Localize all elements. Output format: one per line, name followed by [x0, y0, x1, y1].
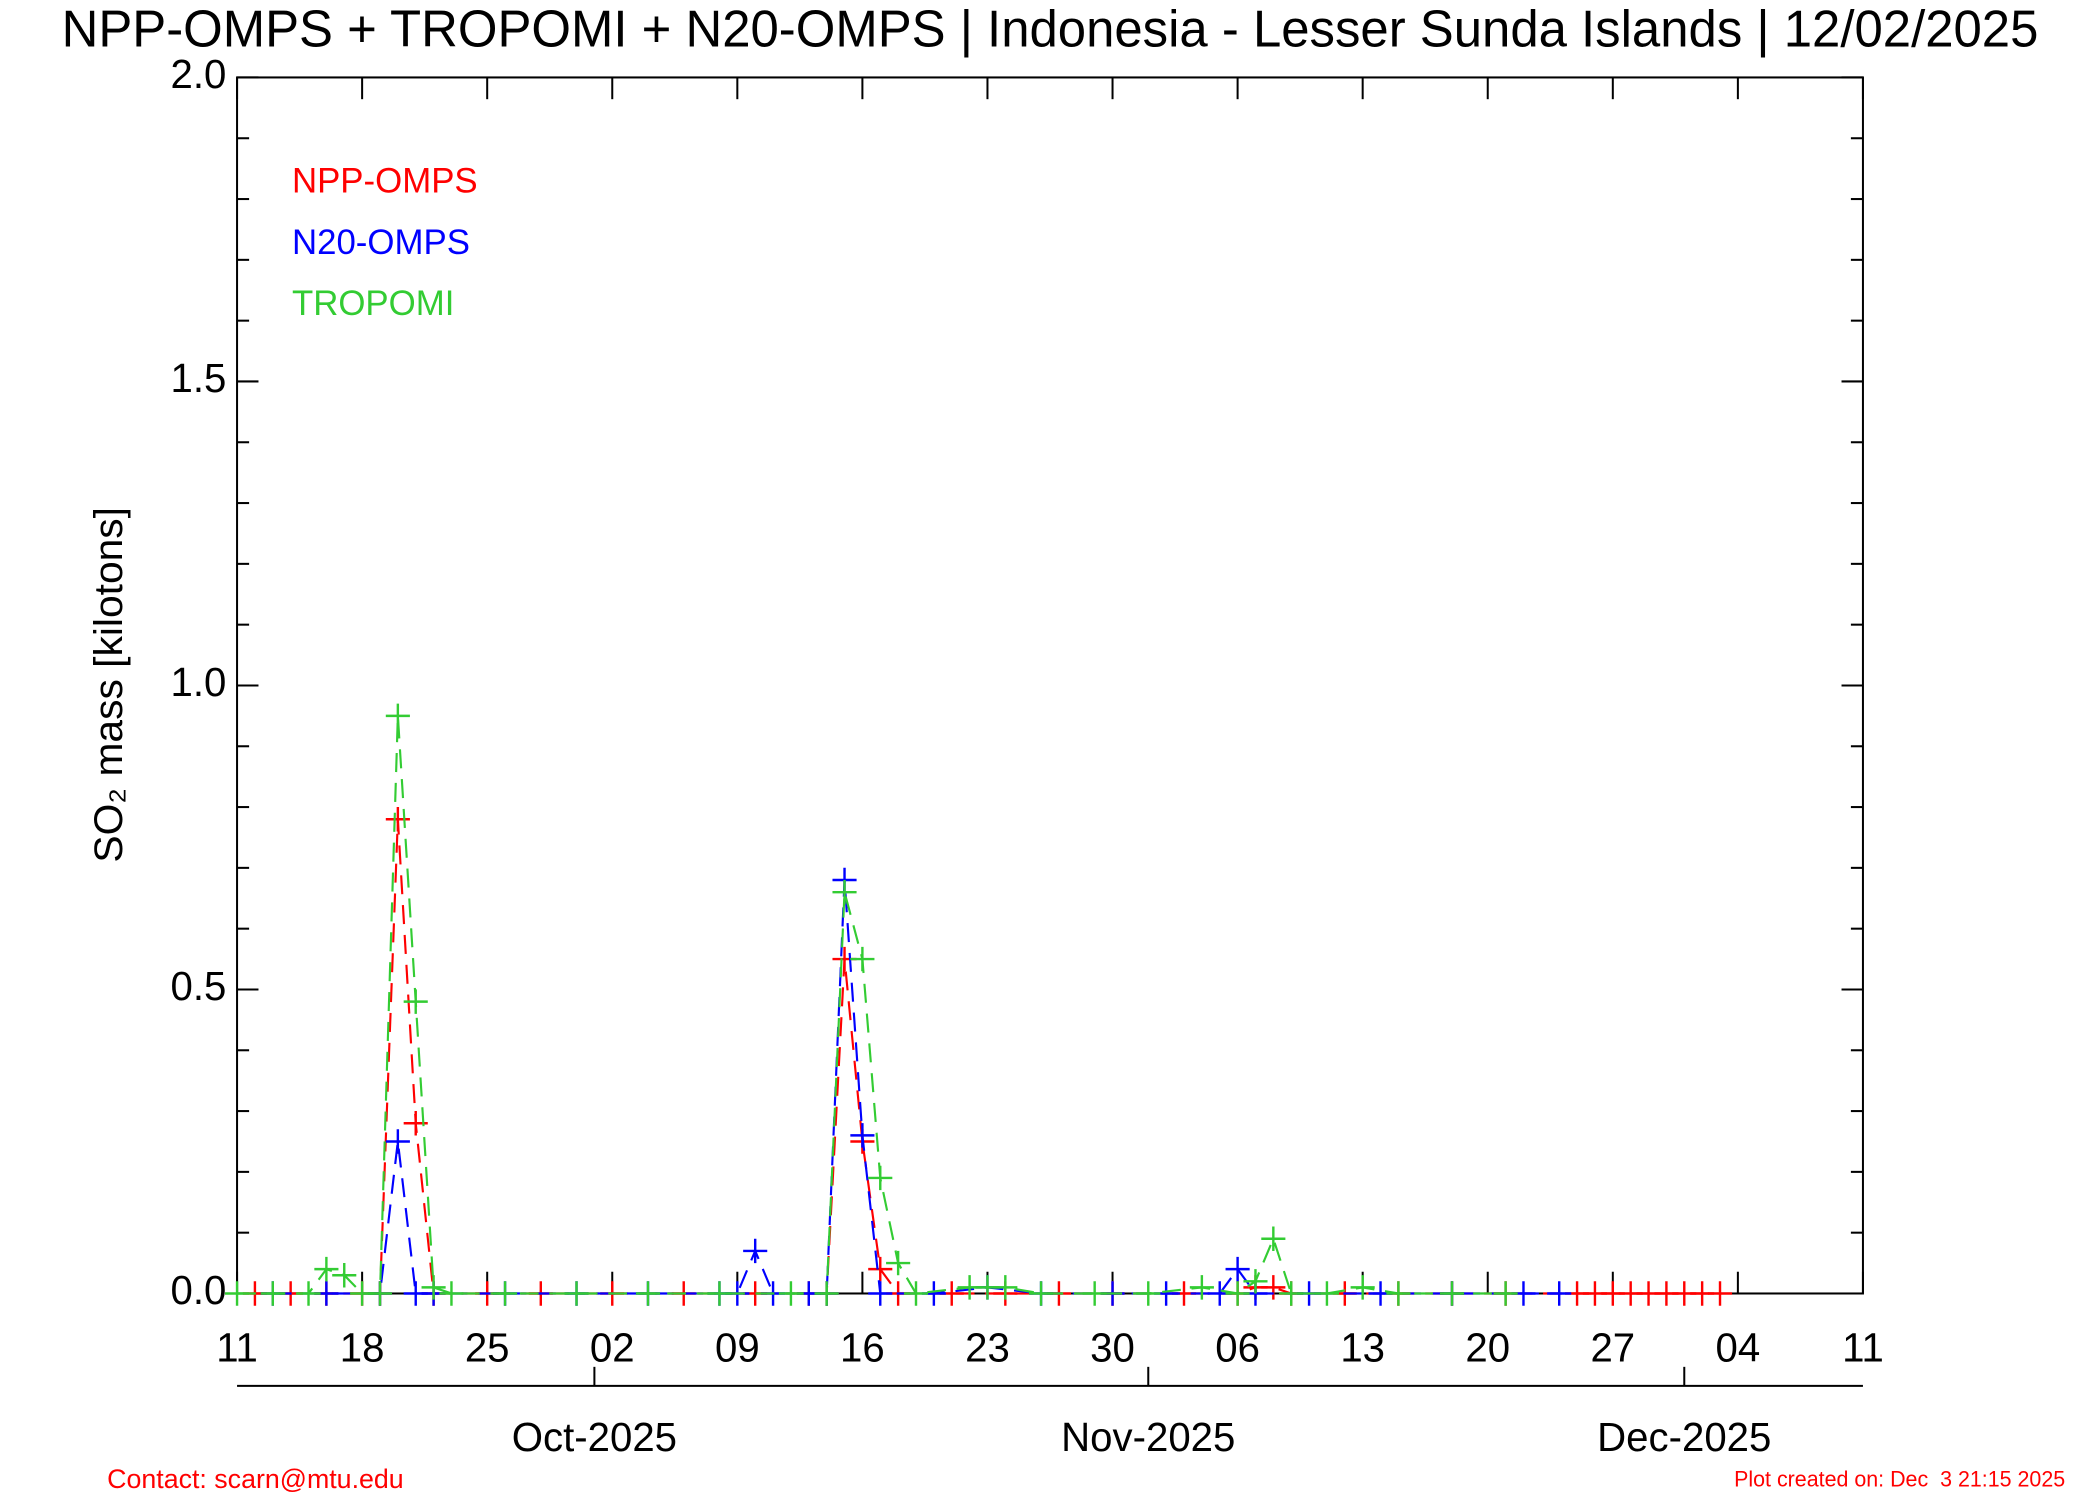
- month-label: Nov-2025: [1061, 1414, 1235, 1460]
- data-point: [707, 1281, 732, 1306]
- data-point: [868, 1256, 893, 1282]
- data-point: [385, 806, 410, 832]
- x-tick-label: 04: [1716, 1324, 1761, 1370]
- data-point: [439, 1281, 464, 1306]
- data-point: [421, 1275, 446, 1300]
- data-point: [1386, 1281, 1411, 1306]
- x-tick-label: 11: [1842, 1324, 1884, 1370]
- data-point: [886, 1250, 911, 1276]
- data-point: [1439, 1281, 1465, 1306]
- data-point: [403, 989, 428, 1014]
- x-tick-label: 23: [965, 1324, 1010, 1370]
- data-point: [850, 946, 875, 972]
- legend-entry: TROPOMI: [292, 284, 454, 323]
- y-tick-label: 1.5: [170, 355, 226, 401]
- data-point: [564, 1281, 589, 1306]
- data-point: [868, 1165, 893, 1191]
- data-point: [1350, 1275, 1375, 1300]
- x-tick-label: 18: [340, 1324, 385, 1370]
- data-point: [367, 1281, 393, 1306]
- series-line: [237, 715, 1506, 1295]
- created-note: Plot created on: Dec 3 21:15 2025: [1734, 1467, 2065, 1492]
- y-tick-label: 2.0: [170, 51, 226, 97]
- month-label: Dec-2025: [1597, 1414, 1771, 1460]
- data-point: [635, 1281, 661, 1306]
- data-point: [1314, 1281, 1339, 1306]
- y-tick-label: 0.0: [170, 1267, 226, 1313]
- data-point: [1136, 1281, 1161, 1306]
- data-point: [1261, 1275, 1286, 1300]
- data-point: [314, 1256, 339, 1282]
- data-point: [1707, 1281, 1733, 1306]
- contact: Contact: scarn@mtu.edu: [107, 1464, 404, 1494]
- series-line: [272, 879, 1560, 1295]
- x-tick-label: 20: [1465, 1324, 1510, 1370]
- data-point: [814, 1281, 839, 1306]
- data-point: [850, 1123, 875, 1148]
- series-line: [254, 819, 1721, 1295]
- x-tick-label: 30: [1090, 1324, 1135, 1370]
- chart-title: NPP-OMPS + TROPOMI + N20-OMPS | Indonesi…: [62, 0, 2039, 57]
- data-point: [332, 1263, 357, 1288]
- data-point: [743, 1238, 768, 1264]
- data-point: [1547, 1281, 1572, 1306]
- data-point: [1493, 1281, 1518, 1306]
- plot-frame: [236, 76, 1864, 1295]
- y-tick-label: 0.5: [170, 963, 226, 1009]
- month-label: Oct-2025: [512, 1414, 677, 1460]
- data-point: [224, 1281, 250, 1306]
- data-point: [832, 879, 857, 905]
- data-point: [260, 1281, 285, 1306]
- data-point: [1082, 1281, 1107, 1306]
- data-point: [1225, 1281, 1250, 1306]
- data-point: [385, 1129, 410, 1154]
- data-point: [1189, 1275, 1214, 1300]
- data-point: [903, 1281, 929, 1306]
- legend-entry: N20-OMPS: [292, 223, 470, 262]
- data-point: [1261, 1226, 1286, 1251]
- x-tick-label: 16: [840, 1324, 885, 1370]
- data-point: [778, 1281, 803, 1306]
- x-tick-label: 11: [216, 1324, 258, 1370]
- x-tick-label: 27: [1590, 1324, 1635, 1370]
- y-tick-label: 1.0: [170, 659, 226, 705]
- data-point: [385, 703, 410, 729]
- data-point: [1225, 1256, 1250, 1282]
- y-axis-label: SO₂ mass [kilotons]: [85, 507, 131, 863]
- x-tick-label: 09: [715, 1324, 760, 1370]
- data-point: [1029, 1281, 1054, 1306]
- data-point: [1279, 1281, 1304, 1306]
- data-point: [493, 1281, 518, 1306]
- data-point: [1243, 1269, 1268, 1294]
- x-tick-label: 13: [1340, 1324, 1385, 1370]
- legend-entry: NPP-OMPS: [292, 162, 478, 201]
- x-tick-label: 25: [465, 1324, 510, 1370]
- data-point: [296, 1281, 321, 1306]
- data-point: [993, 1275, 1018, 1300]
- x-tick-label: 06: [1215, 1324, 1260, 1370]
- x-tick-label: 02: [590, 1324, 635, 1370]
- data-point: [868, 1281, 893, 1306]
